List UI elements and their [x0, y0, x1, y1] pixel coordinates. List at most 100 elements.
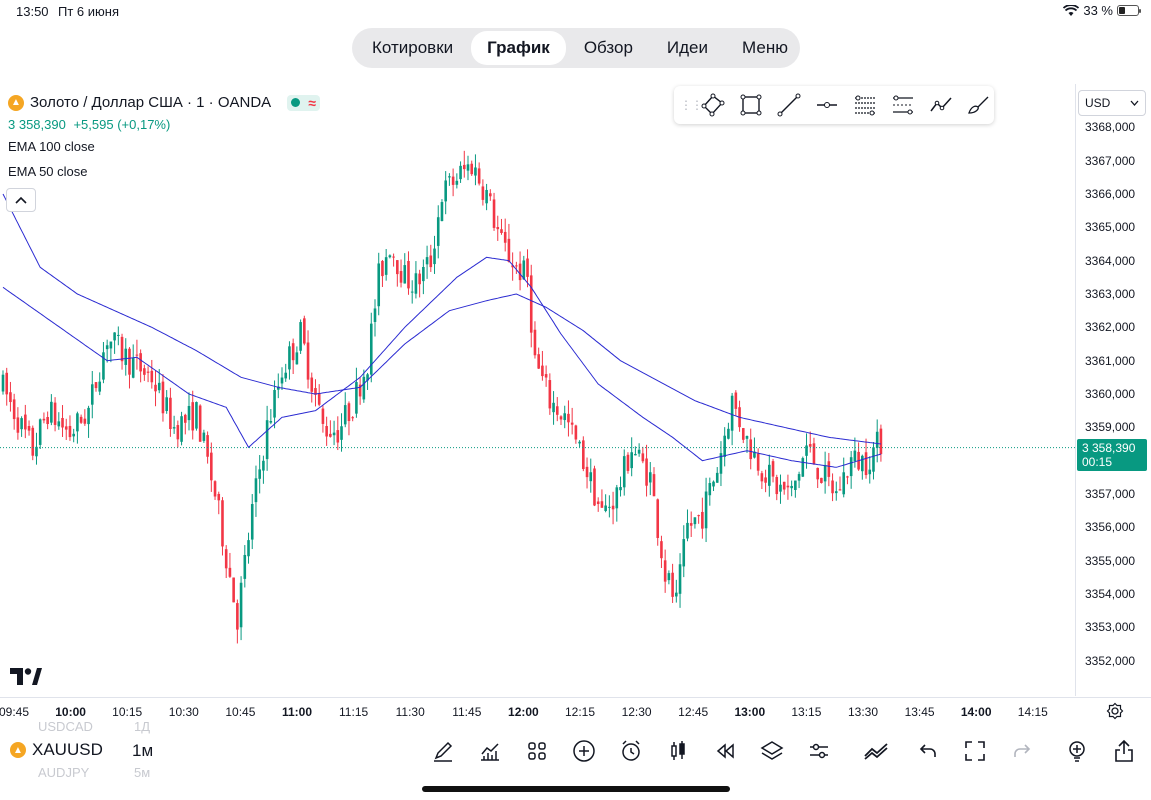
polygon-icon[interactable] [700, 92, 726, 118]
candle-body [749, 439, 753, 460]
candle-body [269, 421, 273, 423]
candle-body [407, 260, 410, 289]
candle-body [314, 388, 317, 395]
tab-quotes[interactable]: Котировки [372, 38, 454, 57]
status-time: 13:50 [16, 4, 49, 19]
price-chart[interactable] [0, 84, 1151, 724]
parallel-channel-icon[interactable] [890, 92, 916, 118]
chart-legend: ▲ Золото / Доллар США · 1 · OANDA ≈ [8, 94, 320, 111]
candle-body [165, 397, 168, 412]
candle-body [455, 180, 459, 185]
candle-body [689, 523, 693, 526]
rectangle-icon[interactable] [738, 92, 764, 118]
tab-chart[interactable]: График [471, 31, 566, 65]
horizontal-ray-icon[interactable] [814, 92, 840, 118]
candle-body [154, 384, 157, 392]
candle-body [567, 413, 570, 423]
pen-icon[interactable] [429, 737, 457, 765]
bar-countdown: 00:15 [1082, 454, 1113, 469]
candle-body [511, 265, 514, 268]
home-indicator[interactable] [422, 786, 730, 792]
candle-body [760, 473, 764, 482]
layers-icon[interactable] [758, 737, 786, 765]
price-tick: 3354,000 [1085, 587, 1136, 601]
symbol-title[interactable]: Золото / Доллар США · 1 · OANDA [30, 94, 272, 111]
lightbulb-icon[interactable] [1063, 737, 1091, 765]
candle-body [202, 432, 206, 441]
settings-sliders-icon[interactable] [805, 737, 833, 765]
gold-symbol-icon: ▲ [10, 742, 26, 758]
candle-body [27, 426, 31, 431]
gear-icon[interactable] [1106, 702, 1124, 720]
candle-body [459, 165, 462, 180]
candle-body [128, 348, 131, 375]
candle-body [143, 368, 146, 375]
symbol-selector[interactable]: ▲ XAUUSD [10, 740, 103, 760]
candle-body [332, 432, 336, 436]
price-tick: 3366,000 [1085, 187, 1136, 201]
candle-body [474, 167, 477, 176]
candle-body [94, 382, 98, 389]
time-tick: 12:15 [564, 705, 596, 719]
chart-type-icon[interactable] [476, 737, 504, 765]
share-icon[interactable] [1110, 737, 1138, 765]
redo-icon[interactable] [1008, 737, 1036, 765]
drag-handle-icon[interactable]: ⋮⋮ [680, 98, 703, 112]
candle-body [217, 493, 221, 501]
price-tick: 3364,000 [1085, 253, 1136, 268]
collapse-legend-button[interactable] [6, 188, 36, 212]
indicators-grid-icon[interactable] [523, 737, 551, 765]
currency-select[interactable]: USD [1078, 90, 1146, 116]
candle-body [715, 472, 719, 483]
candle-body [797, 474, 801, 481]
candle-body [161, 381, 165, 414]
alert-icon[interactable] [617, 737, 645, 765]
trend-line-icon[interactable] [776, 92, 802, 118]
tab-menu[interactable]: Меню [742, 38, 788, 57]
interval-selector[interactable]: 1м [132, 741, 154, 760]
market-open-icon [291, 98, 301, 107]
tradingview-logo-icon[interactable] [10, 668, 42, 686]
bottom-toolbar: USDCAD 1Д AUDJPY 5м ▲ XAUUSD 1м [0, 719, 1151, 780]
candle-body [105, 345, 109, 350]
candle-body [794, 480, 797, 490]
candle-body [503, 231, 507, 243]
candle-body [9, 392, 12, 403]
symbol-name: XAUUSD [32, 740, 103, 759]
time-tick: 13:15 [791, 705, 822, 719]
candle-body [436, 217, 440, 246]
time-tick: 13:30 [847, 705, 879, 719]
last-price-label: 3 358,390 00:15 [1077, 438, 1147, 471]
candle-body [273, 389, 276, 418]
fib-retracement-icon[interactable] [852, 92, 878, 118]
candle-body [589, 472, 593, 482]
brush-icon[interactable] [966, 92, 992, 118]
chart-area[interactable] [0, 84, 1151, 724]
candle-body [399, 271, 403, 283]
indicator-ema50[interactable]: EMA 50 close [8, 164, 88, 179]
candle-body [72, 433, 75, 437]
candles-icon[interactable] [664, 737, 692, 765]
candle-body [303, 318, 306, 344]
candle-body [306, 342, 310, 380]
candle-body [812, 443, 816, 465]
compare-icon[interactable] [862, 737, 890, 765]
add-icon[interactable] [570, 737, 598, 765]
candle-body [210, 452, 213, 481]
fullscreen-icon[interactable] [961, 737, 989, 765]
time-tick: 09:45 [0, 705, 30, 719]
tab-ideas[interactable]: Идеи [666, 38, 709, 57]
market-status-badge[interactable]: ≈ [287, 94, 320, 111]
candle-body [868, 469, 872, 475]
tab-overview[interactable]: Обзор [583, 38, 633, 57]
path-icon[interactable] [928, 92, 954, 118]
candle-body [5, 372, 9, 395]
time-axis[interactable]: 09:45 10:00 10:15 10:30 10:45 11:00 11:15 11:30… [0, 697, 1151, 725]
candle-body [667, 573, 671, 581]
undo-icon[interactable] [914, 737, 942, 765]
replay-icon[interactable] [711, 737, 739, 765]
price-tick: 3363,000 [1085, 287, 1136, 301]
price-axis[interactable]: 3368,000 3367,000 3366,000 3365,000 3364,000… [1075, 84, 1151, 696]
indicator-ema100[interactable]: EMA 100 close [8, 139, 95, 154]
candle-body [31, 427, 35, 456]
